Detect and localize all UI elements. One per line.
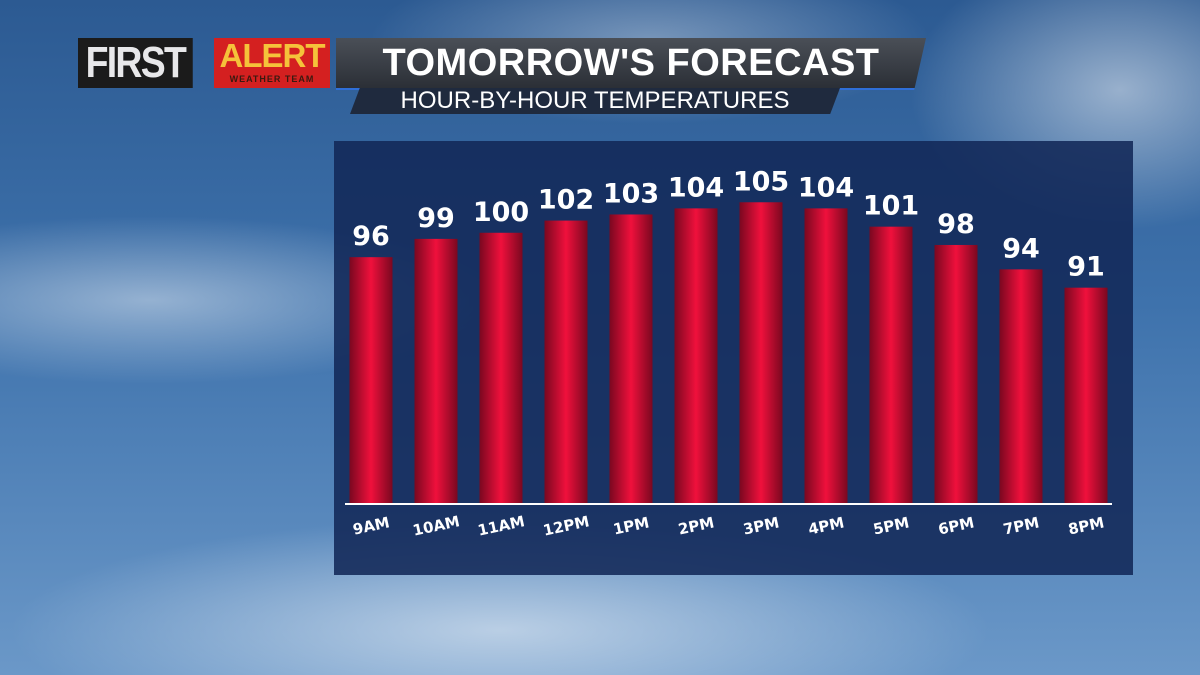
subtitle-bar: HOUR-BY-HOUR TEMPERATURES <box>350 88 840 114</box>
bar-3PM <box>739 202 783 503</box>
x-tick-label: 2PM <box>677 513 716 538</box>
logo-alert-word: ALERT <box>219 37 326 74</box>
data-label: 104 <box>798 172 854 203</box>
bar-8PM <box>1064 287 1108 503</box>
logo-alert: ALERT WEATHER TEAM <box>214 38 330 88</box>
x-tick-label: 9AM <box>351 513 391 538</box>
logo-first: FIRST <box>78 38 193 88</box>
data-label: 96 <box>352 221 390 252</box>
data-label: 105 <box>733 166 789 197</box>
x-tick-label: 11AM <box>476 512 526 539</box>
data-label: 102 <box>538 185 594 216</box>
bar-12PM <box>544 220 588 503</box>
bar-10AM <box>414 238 458 503</box>
logo-team: WEATHER TEAM <box>229 74 315 84</box>
data-label: 94 <box>1002 233 1040 264</box>
bar-5PM <box>869 226 913 504</box>
data-label: 104 <box>668 172 724 203</box>
bar-9AM <box>349 257 393 503</box>
x-tick-label: 10AM <box>411 512 461 539</box>
x-tick-label: 5PM <box>872 513 911 538</box>
bar-1PM <box>609 214 653 503</box>
data-label: 99 <box>417 203 455 234</box>
page-title: TOMORROW'S FORECAST <box>382 41 880 84</box>
bar-6PM <box>934 244 978 503</box>
data-label: 91 <box>1067 252 1105 283</box>
bar-7PM <box>999 269 1043 503</box>
data-label: 98 <box>937 209 975 240</box>
data-label: 100 <box>473 197 529 228</box>
x-tick-label: 12PM <box>541 512 591 539</box>
x-tick-label: 3PM <box>742 513 781 538</box>
x-tick-label: 6PM <box>937 513 976 538</box>
x-tick-label: 7PM <box>1002 513 1041 538</box>
bar-2PM <box>674 208 718 503</box>
x-tick-label: 4PM <box>807 513 846 538</box>
page-subtitle: HOUR-BY-HOUR TEMPERATURES <box>400 87 790 114</box>
bar-11AM <box>479 232 523 503</box>
title-bar: TOMORROW'S FORECAST <box>336 38 926 90</box>
data-label: 101 <box>863 191 919 222</box>
bar-4PM <box>804 208 848 503</box>
data-label: 103 <box>603 178 659 209</box>
x-tick-label: 1PM <box>612 513 651 538</box>
x-tick-label: 8PM <box>1067 513 1106 538</box>
